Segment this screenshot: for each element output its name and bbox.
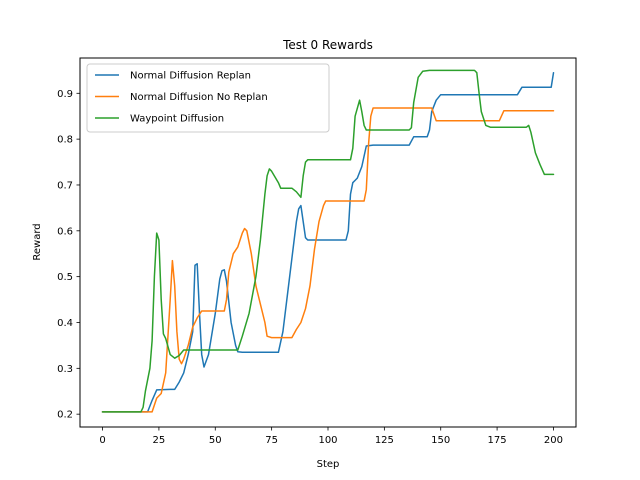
y-tick-label: 0.2 (57, 410, 73, 421)
x-tick-label: 150 (431, 435, 450, 446)
x-tick-label: 100 (318, 435, 337, 446)
x-tick-label: 25 (153, 435, 166, 446)
legend-label-1: Normal Diffusion Replan (130, 71, 251, 82)
x-tick-label: 75 (265, 435, 278, 446)
x-tick-label: 175 (488, 435, 507, 446)
plot-frame (79, 57, 577, 428)
y-tick-label: 0.6 (57, 226, 73, 237)
series-line-3 (101, 69, 555, 413)
y-tick-label: 0.5 (57, 272, 73, 283)
y-axis-ticks: 0.2 0.3 0.4 0.5 0.6 0.7 0.8 0.9 (57, 89, 80, 421)
x-axis-ticks: 0 25 50 75 100 125 150 175 200 (99, 427, 563, 446)
plot-lines (101, 69, 555, 413)
y-tick-label: 0.8 (57, 135, 73, 146)
legend-box (86, 63, 330, 133)
legend-label-3: Waypoint Diffusion (130, 114, 224, 125)
series-line-1 (101, 71, 555, 413)
x-tick-label: 200 (544, 435, 563, 446)
x-tick-label: 125 (375, 435, 394, 446)
x-tick-label: 50 (209, 435, 222, 446)
y-axis-label: Reward (32, 223, 43, 260)
chart-title: Test 0 Rewards (282, 38, 373, 52)
y-tick-label: 0.3 (57, 364, 73, 375)
y-tick-label: 0.7 (57, 180, 73, 191)
x-tick-label: 0 (99, 435, 105, 446)
x-axis-label: Step (317, 459, 340, 470)
y-tick-label: 0.4 (57, 318, 73, 329)
legend: Normal Diffusion Replan Normal Diffusion … (86, 63, 330, 133)
series-line-2 (101, 107, 555, 413)
legend-label-2: Normal Diffusion No Replan (130, 92, 268, 103)
y-tick-label: 0.9 (57, 89, 73, 100)
